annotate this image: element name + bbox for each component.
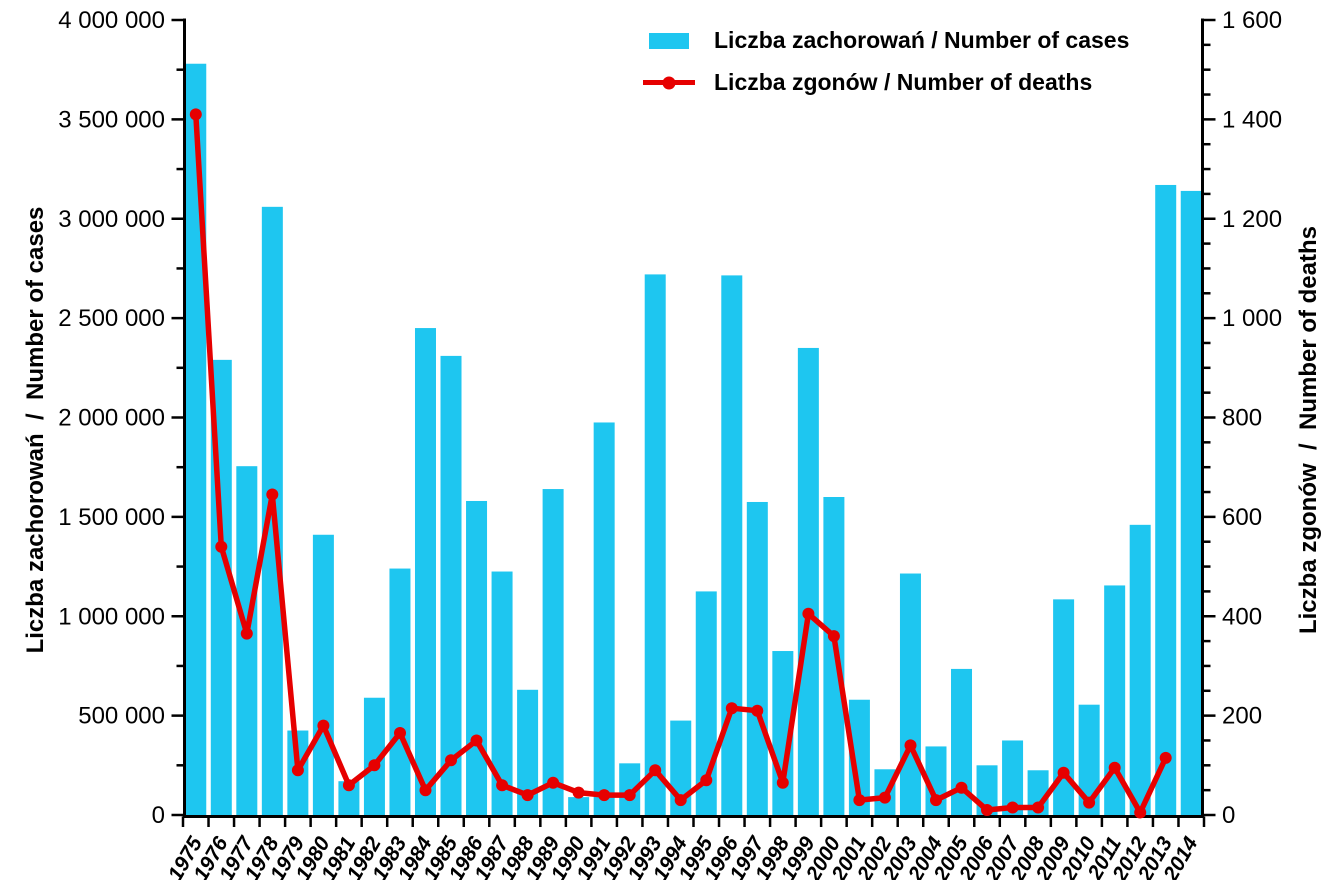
- deaths-line-swatch-icon: [640, 74, 698, 92]
- death-point-1984: [419, 784, 432, 797]
- bar-1975: [185, 63, 207, 816]
- left-axis-tick-label: 0: [152, 802, 165, 829]
- death-point-2007: [1006, 801, 1019, 814]
- right-axis-tick-label: 200: [1222, 703, 1262, 730]
- bar-1987: [491, 571, 513, 815]
- right-axis-tick-label: 0: [1222, 802, 1235, 829]
- death-point-2013: [1159, 751, 1172, 764]
- bar-1982: [363, 697, 385, 815]
- deaths-line: [193, 111, 1169, 816]
- legend-label-cases: Liczba zachorowań / Number of cases: [714, 27, 1130, 53]
- bar-1997: [746, 501, 768, 815]
- death-point-1989: [547, 776, 560, 789]
- left-axis-tick-label: 1 500 000: [58, 504, 165, 531]
- right-axis-tick-label: 1 400: [1222, 106, 1282, 133]
- left-axis-tick-label: 3 500 000: [58, 106, 165, 133]
- death-point-1995: [700, 774, 713, 787]
- left-axis-tick-label: 500 000: [78, 703, 165, 730]
- legend-item-deaths: Liczba zgonów / Number of deaths: [640, 69, 1129, 96]
- left-axis-tick-label: 4 000 000: [58, 7, 165, 34]
- bar-1996: [721, 275, 743, 815]
- death-point-1993: [649, 764, 662, 777]
- death-point-1977: [240, 627, 253, 640]
- bar-1983: [389, 568, 411, 815]
- right-axis-title: Liczba zgonów / Number of deaths: [1295, 225, 1322, 635]
- bar-2011: [1104, 585, 1126, 815]
- bar-1980: [312, 534, 334, 815]
- right-axis-tick-label: 400: [1222, 603, 1262, 630]
- bar-2014: [1180, 190, 1202, 816]
- bar-2007: [1002, 740, 1024, 815]
- bar-1999: [797, 347, 819, 815]
- death-point-2000: [827, 630, 840, 643]
- bar-2000: [823, 497, 845, 815]
- left-axis-tick-label: 1 000 000: [58, 603, 165, 630]
- bar-1988: [517, 689, 539, 815]
- bar-2012: [1129, 524, 1151, 815]
- death-point-2005: [955, 781, 968, 794]
- right-axis-tick-label: 600: [1222, 504, 1262, 531]
- bar-1981: [338, 781, 360, 815]
- bar-1991: [593, 422, 615, 815]
- bar-1986: [466, 500, 488, 815]
- death-point-2001: [853, 794, 866, 807]
- death-point-1985: [445, 754, 457, 767]
- bar-1985: [440, 355, 462, 815]
- bar-1993: [644, 274, 666, 815]
- death-point-1983: [394, 727, 406, 739]
- left-axis-title: Liczba zachorowań / Number of cases: [22, 206, 49, 654]
- bar-1990: [568, 797, 590, 815]
- death-point-2002: [878, 791, 891, 804]
- death-point-2011: [1108, 761, 1121, 774]
- death-point-1988: [521, 789, 534, 802]
- cases-bar-swatch-icon: [640, 32, 698, 50]
- death-point-1997: [751, 704, 764, 717]
- death-point-1982: [368, 759, 381, 772]
- bar-2003: [899, 573, 921, 815]
- death-point-1980: [317, 719, 330, 732]
- right-axis-tick-label: 800: [1222, 405, 1262, 432]
- bar-2013: [1155, 184, 1177, 815]
- bar-2010: [1078, 704, 1100, 815]
- death-point-1981: [342, 779, 355, 792]
- left-axis-tick-label: 2 500 000: [58, 305, 165, 332]
- bar-1984: [414, 328, 436, 815]
- legend-item-cases: Liczba zachorowań / Number of cases: [640, 27, 1129, 54]
- bar-1977: [236, 466, 258, 815]
- left-axis-tick-label: 3 000 000: [58, 206, 165, 233]
- death-point-1975: [189, 108, 202, 121]
- death-point-2012: [1134, 806, 1147, 819]
- legend: Liczba zachorowań / Number of cases Licz…: [640, 27, 1129, 96]
- death-point-2010: [1083, 796, 1096, 809]
- right-axis-tick-label: 1 000: [1222, 305, 1282, 332]
- death-point-1999: [802, 607, 815, 620]
- left-axis-tick-label: 2 000 000: [58, 405, 165, 432]
- death-point-1979: [291, 764, 304, 777]
- death-point-1990: [572, 786, 585, 799]
- death-point-1976: [215, 540, 228, 553]
- death-point-1991: [598, 789, 611, 802]
- death-point-2008: [1032, 801, 1045, 814]
- bar-2001: [848, 699, 870, 815]
- death-point-1978: [266, 488, 279, 501]
- death-point-1986: [470, 734, 483, 747]
- death-point-2006: [981, 804, 993, 816]
- death-point-1996: [725, 702, 738, 715]
- death-point-2003: [904, 739, 917, 752]
- legend-label-deaths: Liczba zgonów / Number of deaths: [714, 69, 1093, 95]
- bar-2009: [1053, 599, 1075, 815]
- bar-1989: [542, 489, 564, 815]
- death-point-1998: [776, 776, 789, 789]
- death-point-1992: [623, 789, 636, 802]
- death-point-1987: [496, 779, 509, 792]
- death-point-2009: [1057, 766, 1070, 779]
- death-point-1994: [674, 794, 687, 807]
- right-axis-tick-label: 1 200: [1222, 206, 1282, 233]
- right-axis-tick-label: 1 600: [1222, 7, 1282, 34]
- death-point-2004: [930, 794, 942, 807]
- bar-2005: [951, 668, 973, 815]
